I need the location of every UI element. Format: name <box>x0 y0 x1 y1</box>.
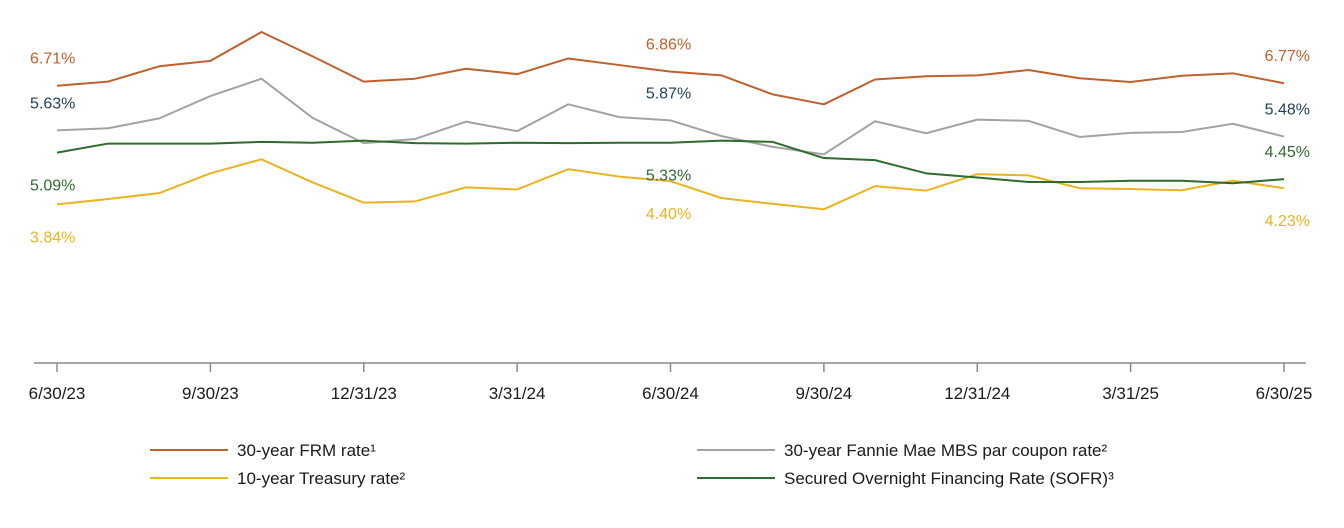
data-label-secured-overnight-financing-rate-sofr-24: 4.45% <box>1265 144 1310 161</box>
legend: 30-year FRM rate¹ 10-year Treasury rate²… <box>150 441 1114 488</box>
series-line-10-year-treasury-rate <box>56 158 1285 211</box>
data-label-10-year-treasury-rate-24: 4.23% <box>1265 213 1310 230</box>
legend-label-mbs: 30-year Fannie Mae MBS par coupon rate² <box>784 441 1108 460</box>
legend-label-treasury: 10-year Treasury rate² <box>237 469 406 488</box>
x-tick-label-4: 6/30/24 <box>642 384 699 403</box>
x-tick-label-0: 6/30/23 <box>29 384 86 403</box>
legend-label-frm: 30-year FRM rate¹ <box>237 441 376 460</box>
data-label-10-year-treasury-rate-0: 3.84% <box>30 229 75 246</box>
x-tick-label-7: 3/31/25 <box>1102 384 1159 403</box>
x-tick-label-3: 3/31/24 <box>489 384 546 403</box>
data-label-30-year-fannie-mae-mbs-par-coupon-rate-24: 5.48% <box>1265 102 1310 119</box>
data-label-secured-overnight-financing-rate-sofr-0: 5.09% <box>30 178 75 195</box>
x-tick-label-1: 9/30/23 <box>182 384 239 403</box>
data-labels-layer: 6.71% 6.86% 6.77% 5.63% 5.87% 5.48% 3.84% 4.40%… <box>30 37 1310 247</box>
series-line-secured-overnight-financing-rate-sofr <box>56 139 1285 185</box>
x-tick-label-5: 9/30/24 <box>796 384 853 403</box>
x-tick-label-2: 12/31/23 <box>331 384 397 403</box>
data-label-secured-overnight-financing-rate-sofr-12: 5.33% <box>646 168 691 185</box>
data-label-30-year-frm-rate-12: 6.86% <box>646 37 691 54</box>
legend-label-sofr: Secured Overnight Financing Rate (SOFR)³ <box>784 469 1114 488</box>
series-line-30-year-fannie-mae-mbs-par-coupon-rate <box>56 77 1285 156</box>
series-layer <box>56 31 1285 211</box>
data-label-30-year-fannie-mae-mbs-par-coupon-rate-12: 5.87% <box>646 85 691 102</box>
x-axis-ticks: 6/30/23 9/30/23 12/31/23 3/31/24 6/30/24 9/30… <box>29 363 1313 403</box>
data-label-30-year-frm-rate-24: 6.77% <box>1265 48 1310 65</box>
x-tick-label-6: 12/31/24 <box>944 384 1010 403</box>
data-label-30-year-fannie-mae-mbs-par-coupon-rate-0: 5.63% <box>30 95 75 112</box>
series-line-30-year-frm-rate <box>56 31 1285 106</box>
data-label-30-year-frm-rate-0: 6.71% <box>30 51 75 68</box>
data-label-10-year-treasury-rate-12: 4.40% <box>646 206 691 223</box>
x-tick-label-8: 6/30/25 <box>1256 384 1313 403</box>
